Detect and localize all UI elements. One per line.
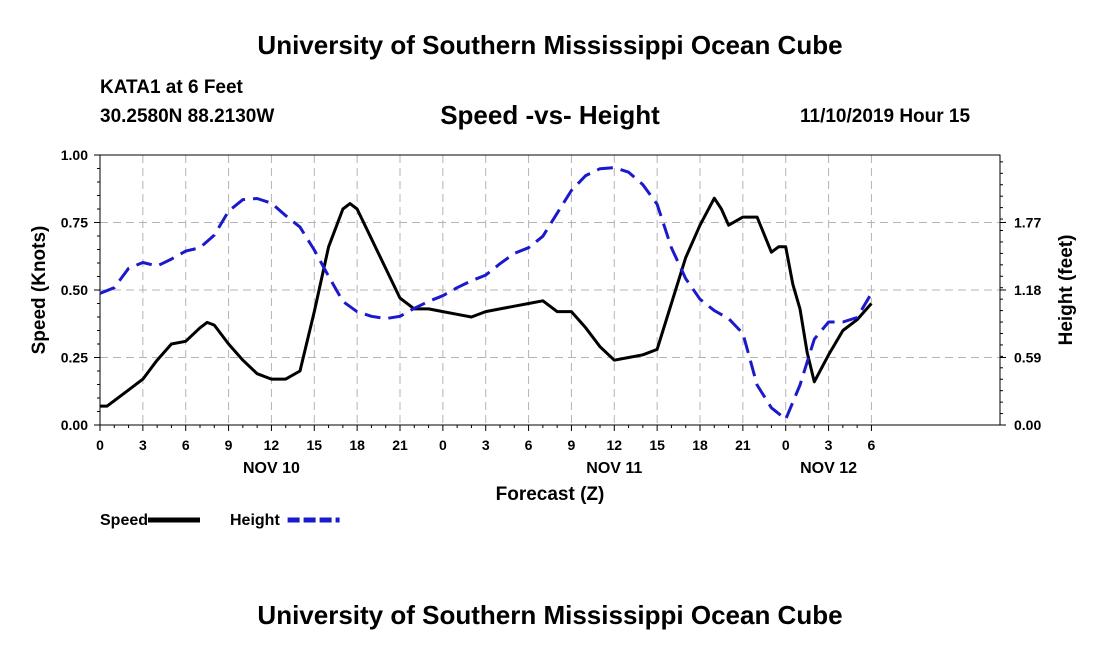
y2-tick-label: 0.59 <box>1014 350 1041 366</box>
y2-tick-label: 1.77 <box>1014 215 1041 231</box>
chart-legend: Speed Height <box>100 512 340 529</box>
x-tick-label: 9 <box>568 437 576 453</box>
y-tick-label: 0.50 <box>61 282 88 298</box>
series-line-speed <box>100 196 873 408</box>
y-tick-label: 0.25 <box>61 350 88 366</box>
station-label: KATA1 at 6 Feet <box>100 77 243 98</box>
x-tick-label: 12 <box>264 437 280 453</box>
day-label: NOV 11 <box>586 460 642 477</box>
y2-tick-label: 0.00 <box>1014 417 1041 433</box>
forecast-datetime: 11/10/2019 Hour 15 <box>800 106 971 127</box>
y-axis-title: Speed (Knots) <box>29 226 50 355</box>
chart-grid <box>100 155 1000 425</box>
series-line-height <box>99 166 873 421</box>
x-tick-label: 15 <box>306 437 322 453</box>
legend-label: Height <box>230 512 280 529</box>
x-tick-label: 21 <box>735 437 751 453</box>
x-tick-label: 18 <box>349 437 365 453</box>
day-label: NOV 12 <box>800 460 857 477</box>
footer-title: University of Southern Mississippi Ocean… <box>257 600 843 630</box>
day-label: NOV 10 <box>243 460 300 477</box>
x-tick-label: 6 <box>525 437 533 453</box>
x-tick-label: 12 <box>606 437 622 453</box>
chart-title: Speed -vs- Height <box>440 100 660 130</box>
chart-axes: 0 3 6 9 12 15 18 21 0 3 6 9 12 15 18 21 0 3 6 NOV 10 NOV 11 N… <box>61 147 1042 477</box>
station-coords: 30.2580N 88.2130W <box>100 106 275 127</box>
x-tick-label: 9 <box>225 437 233 453</box>
x-tick-label: 21 <box>392 437 408 453</box>
x-tick-label: 15 <box>649 437 665 453</box>
x-tick-label: 18 <box>692 437 708 453</box>
x-axis-title: Forecast (Z) <box>496 484 605 505</box>
y-tick-label: 1.00 <box>61 147 88 163</box>
legend-label: Speed <box>100 512 148 529</box>
x-tick-label: 3 <box>139 437 147 453</box>
x-tick-label: 6 <box>182 437 190 453</box>
x-tick-label: 3 <box>482 437 490 453</box>
y2-axis-title: Height (feet) <box>1056 235 1077 346</box>
chart-series <box>99 166 873 421</box>
y2-tick-label: 1.18 <box>1014 282 1041 298</box>
y-tick-label: 0.00 <box>61 417 88 433</box>
y-tick-label: 0.75 <box>61 215 88 231</box>
x-tick-label: 0 <box>782 437 790 453</box>
x-tick-label: 0 <box>96 437 104 453</box>
x-tick-label: 0 <box>439 437 447 453</box>
x-tick-label: 6 <box>868 437 876 453</box>
x-tick-label: 3 <box>825 437 833 453</box>
page-title: University of Southern Mississippi Ocean… <box>257 30 843 60</box>
